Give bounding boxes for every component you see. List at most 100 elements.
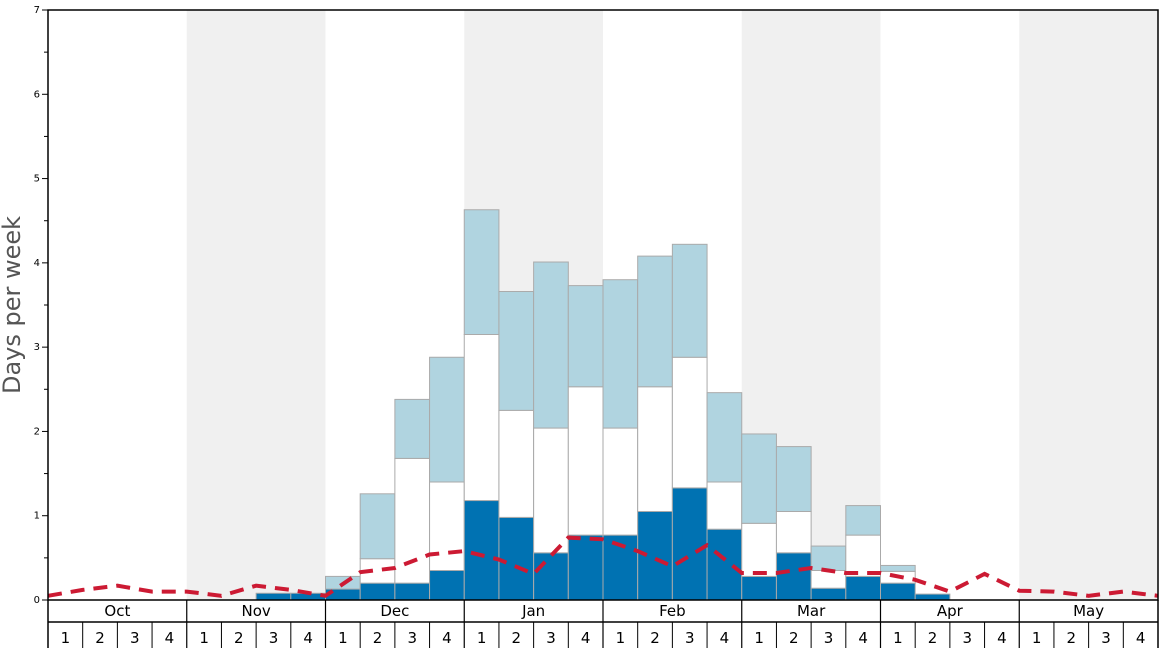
week-label: 3 xyxy=(269,629,279,647)
week-label: 3 xyxy=(685,629,695,647)
plot-frame xyxy=(47,9,1159,601)
bar-segment-middle xyxy=(775,511,812,554)
x-axis: Oct Nov Dec Jan Feb Mar Apr May 1 2 3 4 1 2 3 4 1 2 3 4 1 2 3 4… xyxy=(47,600,1159,648)
bar-segment-middle xyxy=(741,522,777,577)
y-tick-label: 1 xyxy=(34,511,40,522)
bar-segment-bottom xyxy=(671,487,708,601)
week-label: 2 xyxy=(650,629,660,647)
month-label: Feb xyxy=(659,602,686,620)
week-label: 4 xyxy=(581,629,591,647)
week-label: 1 xyxy=(338,629,348,647)
bar-segment-bottom xyxy=(845,575,881,601)
bar-segment-bottom xyxy=(810,587,847,601)
week-label: 3 xyxy=(546,629,556,647)
bar-segment-bottom xyxy=(394,582,431,601)
bar-segment-bottom xyxy=(637,511,673,601)
bar-segment-middle xyxy=(810,570,847,589)
bar-segment-top xyxy=(671,243,708,358)
week-label: 4 xyxy=(442,629,452,647)
bar-segment-middle xyxy=(394,457,431,584)
bar-segment-bottom xyxy=(359,582,396,601)
bar-segment-middle xyxy=(429,481,465,571)
week-label: 3 xyxy=(962,629,972,647)
week-label: 4 xyxy=(858,629,868,647)
bar-segment-top xyxy=(567,285,604,388)
bar-segment-bottom xyxy=(914,593,951,601)
month-label: Dec xyxy=(380,602,409,620)
bar-segment-top xyxy=(359,493,396,560)
bar-segment-middle xyxy=(845,534,881,577)
bar-segment-top xyxy=(463,209,500,335)
y-axis-title: Days per week xyxy=(0,216,26,394)
month-band xyxy=(1019,10,1158,600)
bar-segment-top xyxy=(775,446,812,513)
bar-segment-bottom xyxy=(775,552,812,601)
y-tick-label: 2 xyxy=(34,426,40,437)
bar-segment-middle xyxy=(533,427,569,554)
bar-segment-bottom xyxy=(706,528,743,601)
bar-segment-top xyxy=(637,255,673,388)
bar-segment-top xyxy=(706,392,743,483)
month-label: Nov xyxy=(241,602,270,620)
week-label: 1 xyxy=(893,629,903,647)
week-label: 1 xyxy=(1032,629,1042,647)
series-line xyxy=(47,535,1159,598)
bar-segment-top xyxy=(845,505,881,536)
bar-segment-top xyxy=(498,291,535,411)
week-label: 1 xyxy=(754,629,764,647)
week-label: 2 xyxy=(928,629,938,647)
bar-segment-middle xyxy=(567,386,604,536)
week-label: 2 xyxy=(1067,629,1077,647)
bar-segment-top xyxy=(394,398,431,459)
week-label: 3 xyxy=(824,629,834,647)
bar-segment-bottom xyxy=(498,516,535,601)
month-label: Oct xyxy=(104,602,130,620)
bar-segment-middle xyxy=(671,356,708,489)
bar-segment-top xyxy=(602,279,639,429)
week-label: 1 xyxy=(616,629,626,647)
week-label: 3 xyxy=(130,629,140,647)
y-tick-label: 5 xyxy=(34,174,40,185)
y-axis: 0 1 2 3 4 5 6 7 xyxy=(34,5,48,606)
month-label: Apr xyxy=(937,602,964,620)
week-label: 4 xyxy=(303,629,313,647)
bar-segment-middle xyxy=(637,386,673,512)
bar-segment-top xyxy=(533,261,569,429)
bar-segment-middle xyxy=(463,334,500,502)
week-label: 3 xyxy=(1101,629,1111,647)
week-label: 4 xyxy=(720,629,730,647)
week-label: 2 xyxy=(373,629,383,647)
week-label: 1 xyxy=(61,629,71,647)
bar-segment-middle xyxy=(602,427,639,536)
bar-segment-bottom xyxy=(463,500,500,601)
week-label: 1 xyxy=(477,629,487,647)
week-label: 2 xyxy=(789,629,799,647)
month-band xyxy=(186,10,326,600)
y-tick-label: 6 xyxy=(34,89,40,100)
week-label: 2 xyxy=(95,629,105,647)
week-label: 3 xyxy=(407,629,417,647)
week-label: 4 xyxy=(997,629,1007,647)
bar-segment-top xyxy=(880,564,916,572)
bar-segment-bottom xyxy=(567,534,604,601)
y-tick-label: 7 xyxy=(34,5,40,16)
bar-segment-bottom xyxy=(533,552,569,601)
week-label: 2 xyxy=(234,629,244,647)
bar-segment-bottom xyxy=(741,575,777,601)
week-label: 4 xyxy=(1136,629,1146,647)
bar-segment-bottom xyxy=(255,592,292,601)
bar-segment-middle xyxy=(498,409,535,518)
line-layer xyxy=(47,535,1159,598)
month-label: Mar xyxy=(797,602,826,620)
y-tick-label: 4 xyxy=(34,258,40,269)
week-label: 1 xyxy=(199,629,209,647)
week-label: 4 xyxy=(165,629,175,647)
bar-segment-top xyxy=(810,545,847,571)
month-label: May xyxy=(1073,602,1104,620)
y-tick-label: 0 xyxy=(34,595,40,606)
bar-segment-top xyxy=(741,433,777,524)
bar-segment-top xyxy=(429,356,465,483)
bar-segment-middle xyxy=(706,481,743,530)
week-label: 2 xyxy=(512,629,522,647)
